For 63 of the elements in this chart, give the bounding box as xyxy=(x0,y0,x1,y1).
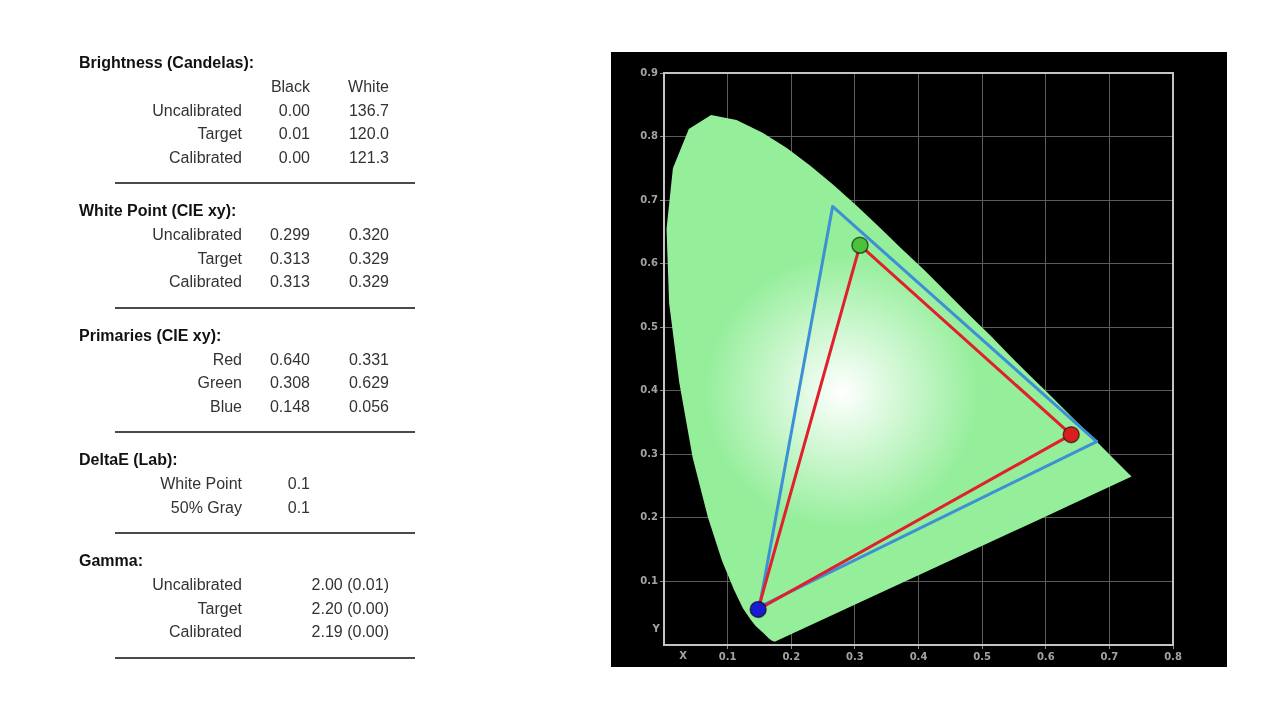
y-tick-label: 0.6 xyxy=(640,257,659,269)
y-tick-label: 0.5 xyxy=(640,320,659,332)
y-tick-label: 0.3 xyxy=(640,447,659,459)
category-label: White Point xyxy=(159,474,242,494)
data-label: 0.00 xyxy=(277,100,310,121)
category-label: Calibrated xyxy=(168,147,242,168)
x-tick-label: 0.4 xyxy=(909,650,928,662)
text: DeltaE (Lab): xyxy=(79,450,179,470)
category-label: Calibrated xyxy=(168,622,242,642)
x-tick-label: 0.2 xyxy=(782,650,801,662)
data-label: 0.148 xyxy=(268,396,310,417)
data-label: 0.640 xyxy=(268,349,310,370)
text: Primaries (CIE xy): xyxy=(79,325,223,346)
category-label: Target xyxy=(196,598,242,619)
category-label: Calibrated xyxy=(168,272,242,292)
data-label: 0.01 xyxy=(277,124,310,144)
category-label: Uncalibrated xyxy=(151,575,242,595)
category-label: Blue xyxy=(208,396,242,417)
category-label: Uncalibrated xyxy=(151,100,242,121)
y-tick-label: 0.4 xyxy=(640,384,659,396)
data-label: 0.313 xyxy=(268,272,310,292)
data-label: 120.0 xyxy=(347,124,389,144)
y-tick-label: 0.1 xyxy=(640,575,659,587)
y-tick-label: 0.2 xyxy=(640,511,659,523)
x-tick-label: 0.5 xyxy=(973,650,992,662)
data-label: 0.329 xyxy=(347,272,389,292)
y-tick-label: 0.8 xyxy=(640,130,659,142)
y-tick-label: 0.9 xyxy=(640,66,659,78)
data-label: 136.7 xyxy=(347,100,389,121)
data-label: 2.20 (0.00) xyxy=(310,598,389,619)
data-label: 2.19 (0.00) xyxy=(310,622,389,642)
text: White xyxy=(347,77,389,97)
data-label: 0.00 xyxy=(277,147,310,168)
x-tick-label: 0.1 xyxy=(718,650,737,662)
y-axis-title: Y xyxy=(651,622,661,634)
data-label: 0.308 xyxy=(268,373,310,393)
category-label: Red xyxy=(211,349,242,370)
x-axis-title: X xyxy=(679,650,688,662)
x-tick-label: 0.3 xyxy=(846,650,864,662)
category-label: 50% Gray xyxy=(169,497,242,518)
data-label: 0.629 xyxy=(347,373,389,393)
data-label: 0.313 xyxy=(268,248,310,269)
data-label: 0.1 xyxy=(286,474,310,494)
data-label: 0.331 xyxy=(347,349,389,370)
text: Gamma: xyxy=(79,551,145,571)
data-label: 121.3 xyxy=(347,147,389,168)
data-label: 2.00 (0.01) xyxy=(310,575,389,595)
x-tick-label: 0.6 xyxy=(1036,650,1055,662)
category-label: Target xyxy=(196,124,242,144)
data-label: 0.320 xyxy=(347,225,389,245)
x-tick-label: 0.7 xyxy=(1100,650,1119,662)
data-label: 0.299 xyxy=(268,225,310,245)
text: Brightness (Candelas): xyxy=(79,53,256,73)
y-tick-label: 0.7 xyxy=(640,193,659,205)
text: Black xyxy=(269,77,310,97)
category-label: Target xyxy=(196,248,242,269)
category-label: Uncalibrated xyxy=(151,225,242,245)
category-label: Green xyxy=(196,373,242,393)
data-label: 0.056 xyxy=(347,396,389,417)
data-label: 0.1 xyxy=(286,497,310,518)
data-label: 0.329 xyxy=(347,248,389,269)
text: White Point (CIE xy): xyxy=(79,201,238,221)
x-tick-label: 0.8 xyxy=(1164,650,1182,662)
